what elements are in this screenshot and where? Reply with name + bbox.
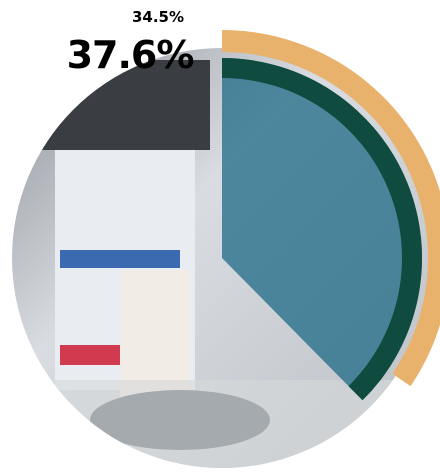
infographic: 34.5% 37.6%: [0, 0, 440, 474]
value-label: 34.5%: [132, 8, 184, 26]
value-label: 37.6%: [67, 33, 194, 77]
